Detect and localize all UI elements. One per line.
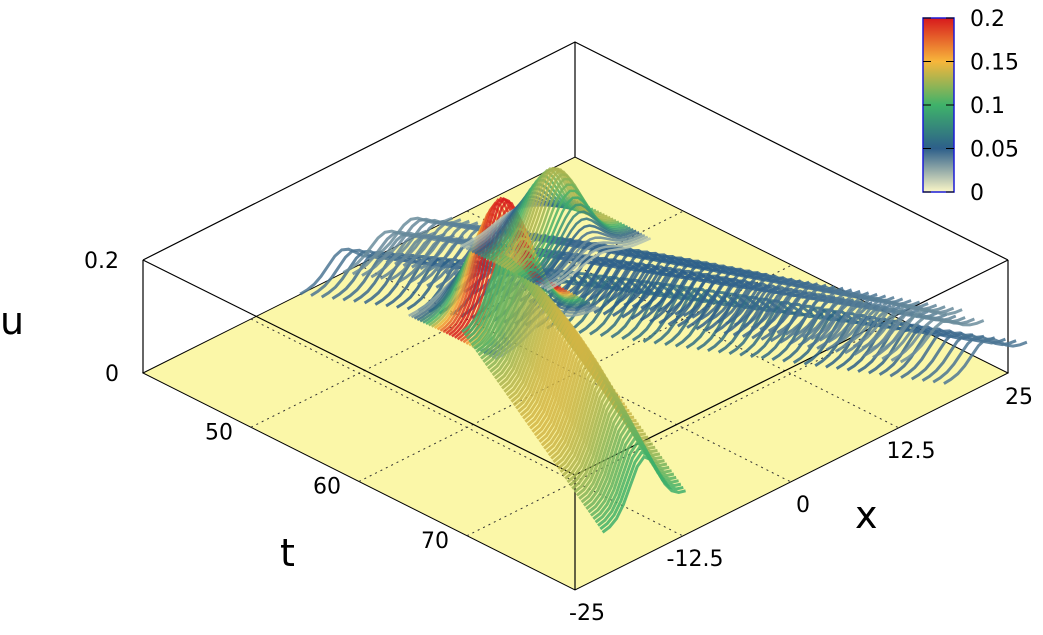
surface-mesh <box>299 166 1028 534</box>
x-tick-label: 25 <box>1005 385 1033 410</box>
x-tick-label: 0 <box>796 493 810 518</box>
colorbar-tick-label: 0.1 <box>970 94 1005 119</box>
x-tick-label: 12.5 <box>887 439 936 464</box>
z-tick-label: 0 <box>105 362 119 387</box>
t-axis-label: t <box>280 531 295 575</box>
colorbar-tick-label: 0.2 <box>970 7 1005 32</box>
t-tick-label: 70 <box>421 529 449 554</box>
t-tick-label: 50 <box>205 420 233 445</box>
main-soliton <box>461 254 686 534</box>
t-tick-label: 60 <box>313 475 341 500</box>
bump <box>459 166 652 292</box>
grid-line-x <box>466 210 900 429</box>
z-axis-label: u <box>0 299 24 343</box>
z-tick-label: 0.2 <box>84 249 119 274</box>
colorbar-tick-label: 0 <box>970 181 984 206</box>
x-axis-label: x <box>855 493 878 537</box>
colorbar-tick-label: 0.05 <box>970 138 1019 163</box>
x-tick-label: -12.5 <box>667 547 724 572</box>
colorbar-tick-label: 0.15 <box>970 51 1019 76</box>
x-tick-label: -25 <box>569 601 605 626</box>
